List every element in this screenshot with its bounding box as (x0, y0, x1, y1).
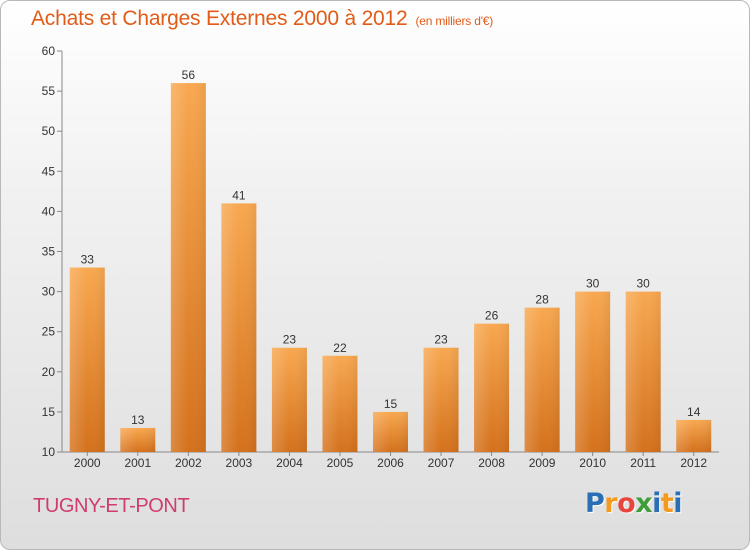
value-label: 30 (586, 277, 600, 291)
value-label: 23 (434, 333, 448, 347)
x-tick-label: 2010 (579, 456, 606, 470)
value-label: 28 (535, 293, 549, 307)
x-tick-label: 2002 (175, 456, 202, 470)
bar-shine (524, 307, 560, 452)
chart-bars (69, 83, 712, 452)
bar-shine (170, 83, 206, 452)
x-tick-label: 2012 (680, 456, 707, 470)
value-label: 26 (485, 309, 499, 323)
x-tick-label: 2001 (124, 456, 151, 470)
chart-title-text: Achats et Charges Externes 2000 à 2012 (31, 7, 408, 30)
logo-letter: t (660, 488, 674, 519)
value-label: 13 (131, 413, 145, 427)
bar-shine (271, 347, 307, 452)
value-label: 22 (333, 341, 347, 355)
logo-letter: o (617, 488, 636, 519)
x-tick-label: 2003 (226, 456, 253, 470)
chart-value-labels: 33 13 56 41 23 22 15 23 26 28 30 30 14 (81, 68, 701, 427)
bar-shine (474, 323, 510, 452)
y-tick-label: 50 (42, 124, 56, 138)
y-tick-label: 25 (42, 325, 56, 339)
y-tick-label: 20 (42, 365, 56, 379)
x-tick-label: 2009 (529, 456, 556, 470)
x-tick-label: 2008 (478, 456, 505, 470)
y-tick-label: 10 (42, 445, 56, 459)
chart-axes: 10 15 20 25 30 35 40 45 50 55 60 2000 2001 2002 2003 20… (42, 44, 719, 470)
x-tick-label: 2006 (377, 456, 404, 470)
logo-letter: P (585, 488, 605, 519)
chart-subtitle: (en milliers d'€) (415, 14, 494, 28)
x-tick-label: 2000 (74, 456, 101, 470)
value-label: 15 (384, 397, 398, 411)
x-tick-label: 2004 (276, 456, 303, 470)
logo-letter: i (673, 488, 683, 519)
bar-shine (373, 411, 408, 452)
value-label: 41 (232, 188, 246, 202)
y-tick-label: 45 (42, 164, 56, 178)
bar-shine (625, 291, 661, 452)
bar-shine (120, 427, 156, 452)
y-tick-label: 15 (42, 405, 56, 419)
logo-letter: r (604, 488, 618, 519)
value-label: 56 (182, 68, 196, 82)
city-name: TUGNY-ET-PONT (33, 495, 190, 517)
y-tick-label: 55 (42, 84, 56, 98)
value-label: 23 (283, 333, 297, 347)
value-label: 30 (637, 277, 651, 291)
value-label: 14 (687, 405, 701, 419)
logo-letter: i (652, 488, 661, 519)
x-tick-label: 2005 (327, 456, 354, 470)
x-tick-label: 2011 (630, 456, 656, 470)
value-label: 33 (81, 253, 95, 267)
y-tick-label: 60 (42, 44, 56, 58)
bar-shine (676, 419, 712, 452)
y-tick-label: 40 (42, 204, 56, 218)
logo-letter: x (635, 488, 653, 519)
bar-shine (423, 347, 459, 452)
chart-title: Achats et Charges Externes 2000 à 2012 (e… (31, 7, 493, 31)
bar-shine (69, 267, 105, 452)
bar-shine (221, 203, 257, 452)
y-tick-label: 30 (42, 285, 56, 299)
y-tick-label: 35 (42, 245, 56, 259)
x-tick-label: 2007 (428, 456, 455, 470)
bar-shine (322, 355, 358, 452)
proxiti-logo: Proxiti (585, 488, 683, 519)
bar-shine (575, 291, 611, 452)
